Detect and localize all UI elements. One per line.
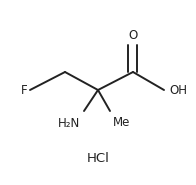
Text: HCl: HCl [87,152,109,164]
Text: H₂N: H₂N [58,117,80,130]
Text: F: F [21,83,28,97]
Text: Me: Me [113,116,130,129]
Text: OH: OH [169,83,187,97]
Text: O: O [128,29,138,42]
